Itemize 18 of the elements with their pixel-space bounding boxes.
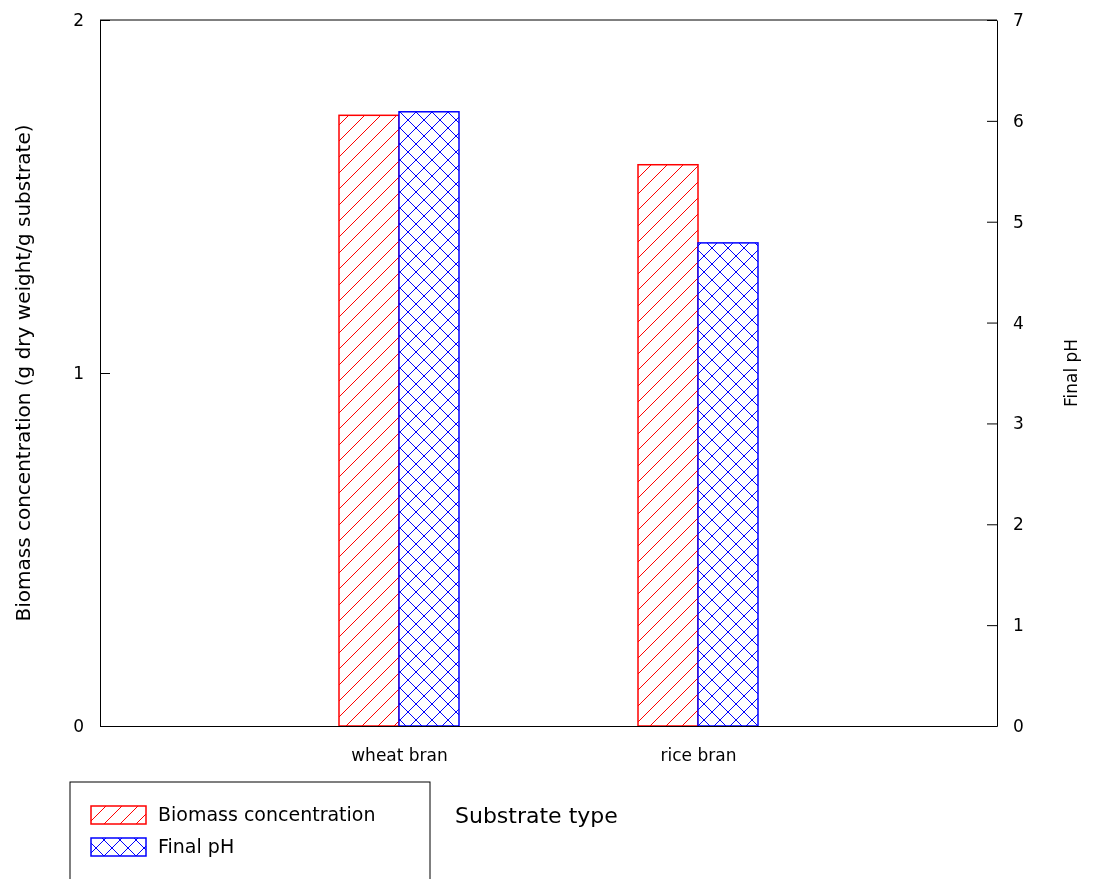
y2-tick-label: 4 bbox=[1013, 312, 1024, 333]
y2-tick-label: 5 bbox=[1013, 211, 1024, 232]
legend-label: Final pH bbox=[158, 835, 235, 857]
y2-tick-label: 7 bbox=[1013, 9, 1024, 30]
y-tick-label: 0 bbox=[73, 715, 84, 736]
y2-tick-label: 6 bbox=[1013, 110, 1024, 131]
legend-label: Biomass concentration bbox=[158, 803, 376, 825]
y-tick-label: 1 bbox=[73, 362, 84, 383]
x-axis-title: Substrate type bbox=[455, 803, 618, 828]
y2-tick-label: 1 bbox=[1013, 615, 1024, 636]
y2-tick-label: 2 bbox=[1013, 514, 1024, 535]
y2-axis-title: Final pH bbox=[1061, 338, 1081, 408]
x-tick-label: rice bran bbox=[660, 745, 737, 766]
y-axis-title: Biomass concentration (g dry weight/g substrate) bbox=[11, 124, 35, 622]
x-tick-label: wheat bran bbox=[351, 745, 448, 766]
y2-tick-label: 0 bbox=[1013, 715, 1024, 736]
y-tick-label: 2 bbox=[73, 9, 84, 30]
y2-tick-label: 3 bbox=[1013, 413, 1024, 434]
